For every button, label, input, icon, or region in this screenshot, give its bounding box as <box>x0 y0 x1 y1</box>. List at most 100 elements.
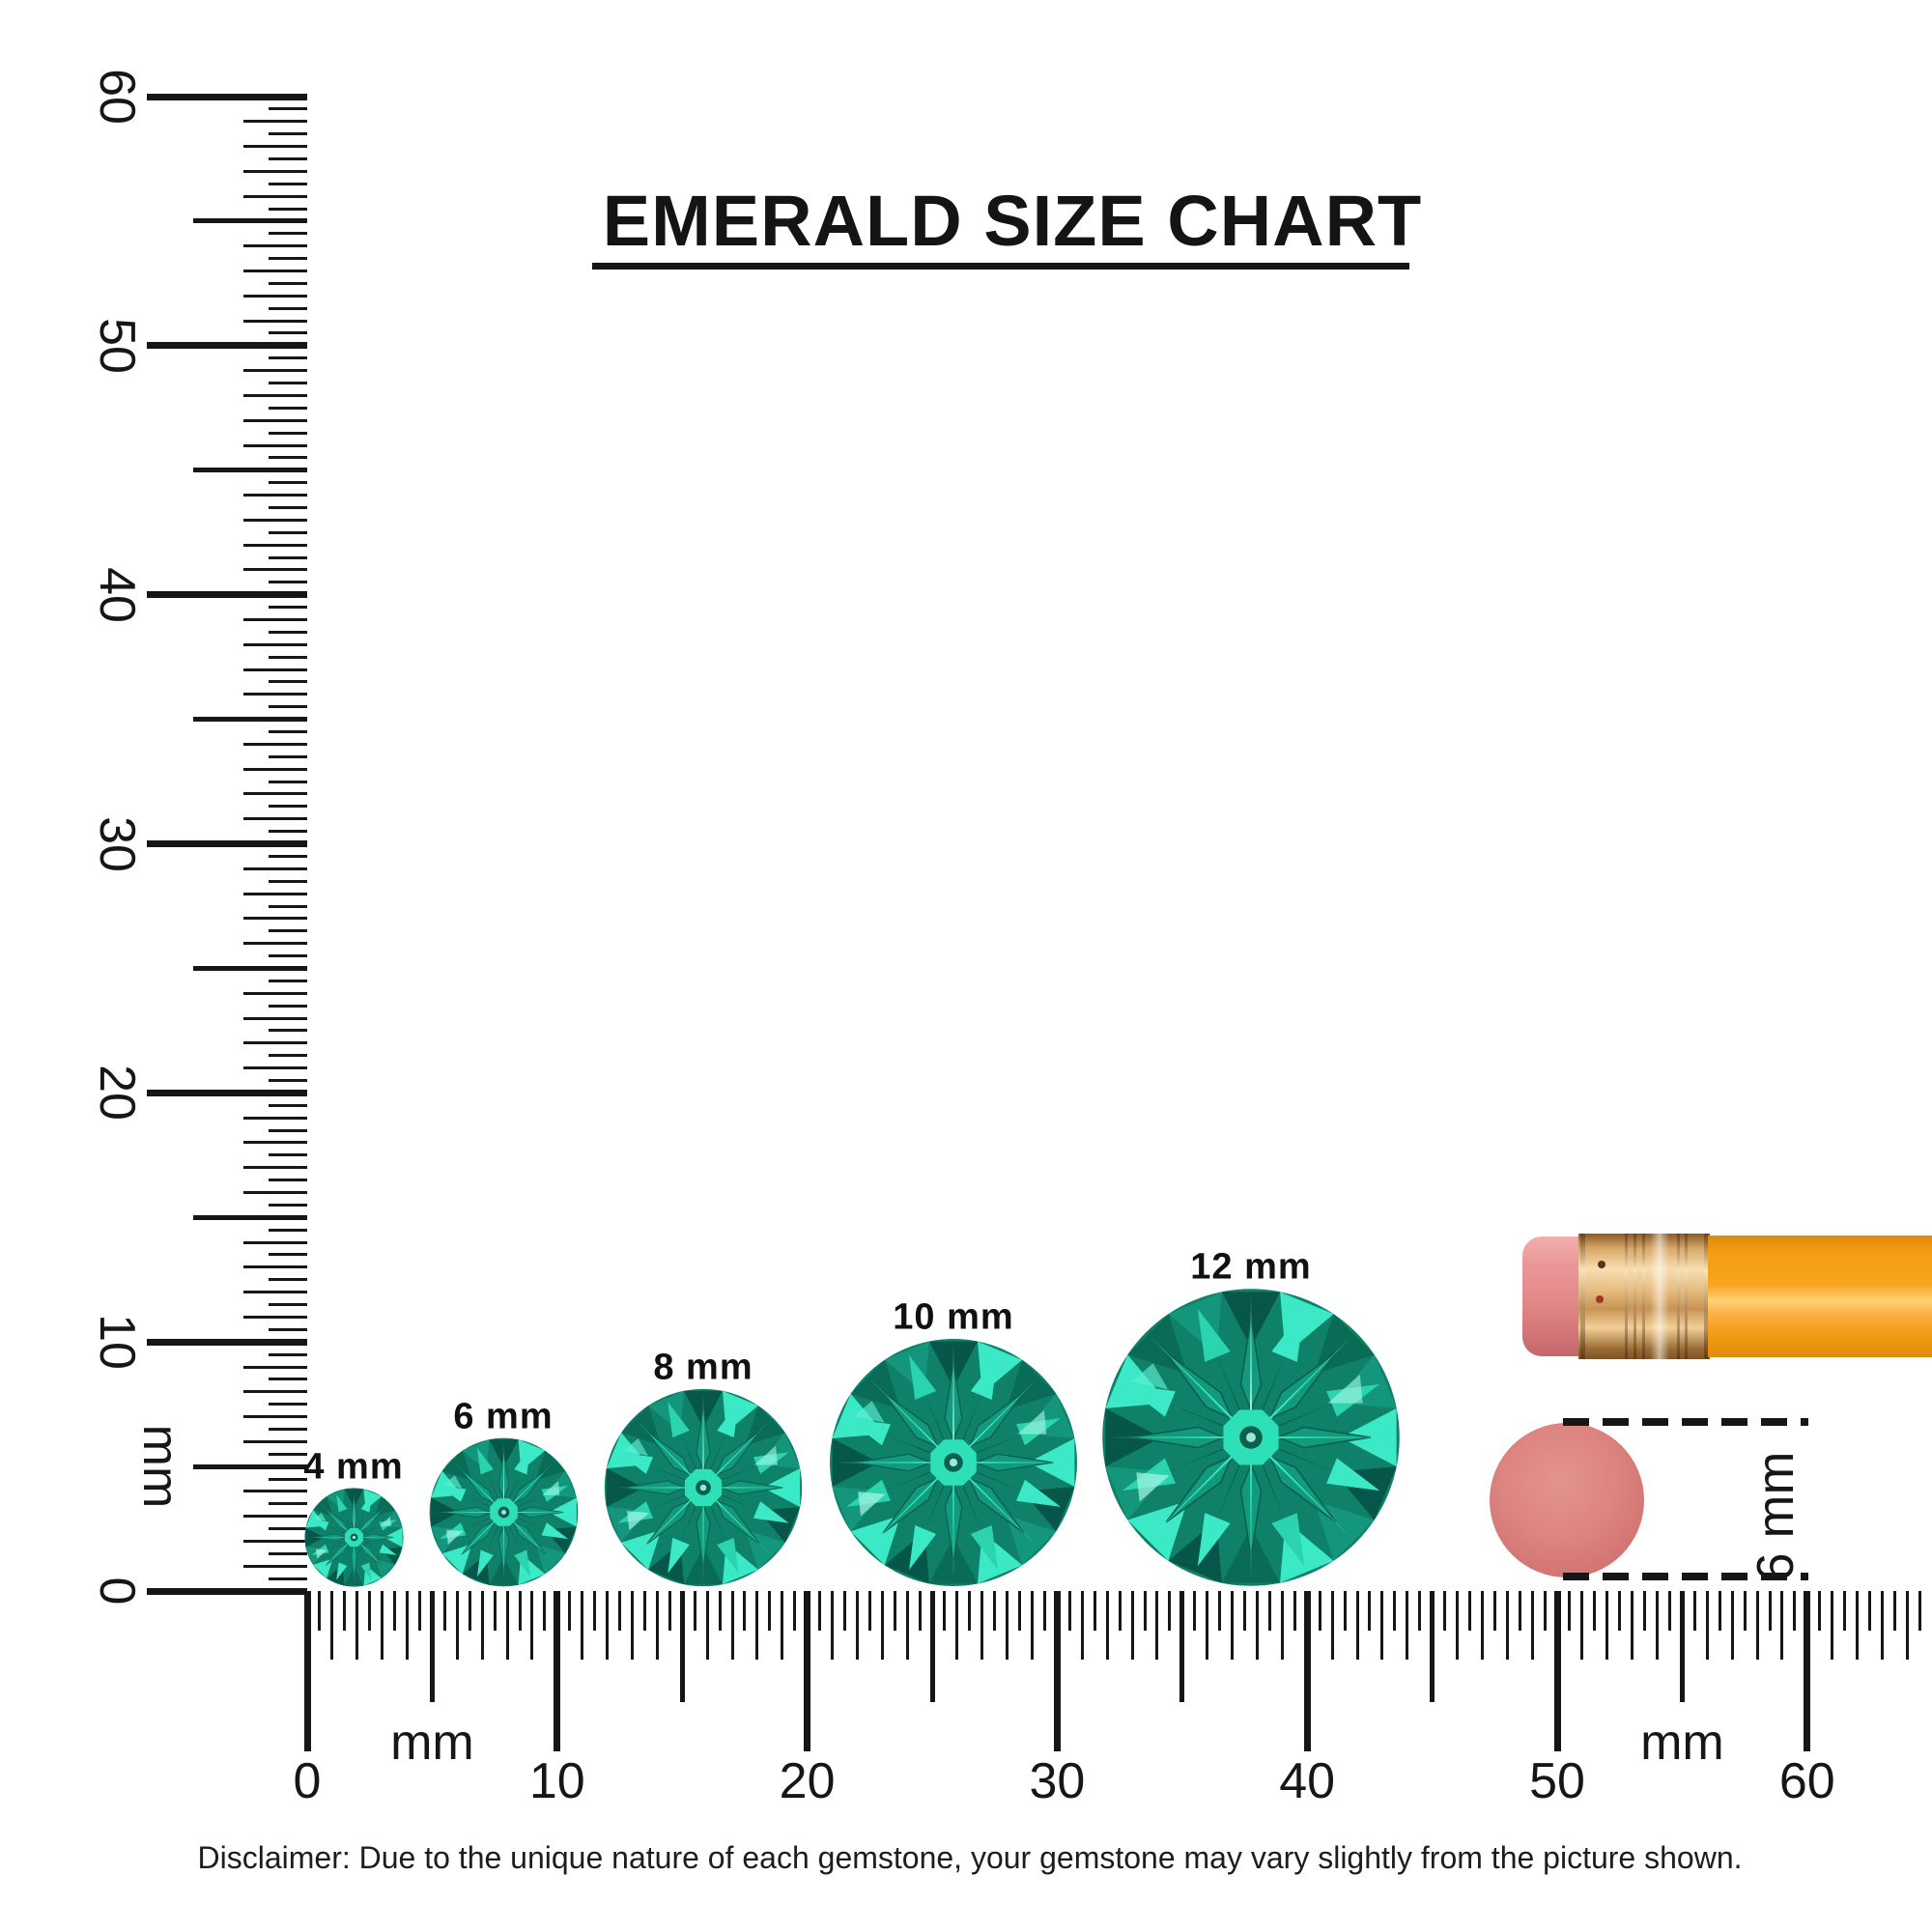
vertical-ruler-tick <box>243 991 307 995</box>
vertical-ruler-number: 60 <box>89 69 145 125</box>
gem-size-label: 10 mm <box>893 1296 1014 1338</box>
vertical-ruler-tick <box>269 382 307 384</box>
horizontal-ruler-tick <box>1668 1591 1671 1631</box>
horizontal-ruler-tick <box>1918 1591 1921 1631</box>
vertical-ruler-tick <box>269 406 307 410</box>
vertical-ruler-tick <box>147 1338 307 1346</box>
vertical-ruler-tick <box>243 792 307 796</box>
horizontal-ruler-tick <box>1618 1591 1622 1631</box>
horizontal-ruler-tick <box>1492 1591 1496 1631</box>
horizontal-ruler-tick <box>1818 1591 1822 1631</box>
horizontal-ruler-tick <box>1718 1591 1721 1631</box>
horizontal-ruler-tick <box>1143 1591 1147 1631</box>
emerald-gem-6mm <box>429 1437 578 1587</box>
vertical-ruler-tick <box>243 393 307 397</box>
ferrule-rivet-dot <box>1596 1295 1604 1303</box>
vertical-ruler-tick <box>243 418 307 422</box>
horizontal-ruler-tick <box>1856 1591 1860 1660</box>
vertical-ruler-tick <box>243 518 307 522</box>
horizontal-ruler-tick <box>1105 1591 1109 1660</box>
vertical-ruler-tick <box>269 1327 307 1331</box>
horizontal-ruler-tick <box>1430 1591 1435 1702</box>
horizontal-ruler-tick <box>1130 1591 1134 1660</box>
vertical-ruler-tick <box>269 1004 307 1008</box>
horizontal-ruler-tick <box>905 1591 909 1660</box>
horizontal-ruler-tick <box>1080 1591 1084 1660</box>
horizontal-ruler-tick <box>406 1591 409 1660</box>
horizontal-ruler-tick <box>1705 1591 1709 1660</box>
vertical-ruler-tick <box>269 630 307 634</box>
horizontal-ruler-tick <box>893 1591 896 1631</box>
pencil-eraser <box>1522 1236 1582 1356</box>
horizontal-ruler-number: 60 <box>1778 1753 1835 1809</box>
vertical-ruler-tick <box>243 867 307 870</box>
vertical-ruler-tick <box>243 693 307 696</box>
horizontal-ruler-tick <box>1831 1591 1834 1660</box>
vertical-ruler-tick <box>269 1352 307 1356</box>
vertical-ruler-tick <box>243 1539 307 1543</box>
horizontal-ruler-tick <box>518 1591 522 1631</box>
vertical-ruler-tick <box>243 1066 307 1070</box>
horizontal-ruler-tick <box>1892 1591 1896 1631</box>
measure-line-top <box>1563 1418 1808 1426</box>
horizontal-ruler-tick <box>1543 1591 1547 1631</box>
pencil-ferrule <box>1578 1234 1710 1359</box>
horizontal-ruler-tick <box>781 1591 784 1660</box>
gem-size-label: 4 mm <box>303 1446 404 1488</box>
vertical-ruler-number: 0 <box>89 1577 145 1605</box>
horizontal-ruler-tick <box>554 1591 561 1751</box>
vertical-ruler-tick <box>269 730 307 733</box>
horizontal-ruler-tick <box>1743 1591 1747 1631</box>
vertical-ruler-tick <box>269 331 307 335</box>
ferrule-crimp <box>1677 1234 1680 1359</box>
horizontal-ruler-tick <box>368 1591 372 1631</box>
horizontal-ruler-tick <box>1018 1591 1022 1631</box>
vertical-ruler-tick <box>269 805 307 809</box>
horizontal-ruler-unit-label: mm <box>1640 1715 1724 1771</box>
vertical-ruler-tick <box>269 606 307 610</box>
vertical-ruler-tick <box>269 107 307 111</box>
measure-line-bottom <box>1563 1573 1808 1580</box>
vertical-ruler-tick <box>269 132 307 136</box>
vertical-ruler-tick <box>243 319 307 323</box>
vertical-ruler-tick <box>243 1291 307 1294</box>
horizontal-ruler-tick <box>1780 1591 1784 1660</box>
vertical-ruler-tick <box>269 456 307 460</box>
horizontal-ruler-tick <box>1243 1591 1246 1631</box>
vertical-ruler-tick <box>243 668 307 671</box>
vertical-ruler-tick <box>269 904 307 908</box>
vertical-ruler-tick <box>269 1278 307 1282</box>
vertical-ruler-tick <box>243 145 307 149</box>
horizontal-ruler-tick <box>867 1591 871 1631</box>
horizontal-ruler-tick <box>943 1591 947 1631</box>
vertical-ruler-tick <box>243 244 307 248</box>
horizontal-ruler-tick <box>303 1591 311 1751</box>
horizontal-ruler-tick <box>1593 1591 1597 1631</box>
horizontal-ruler-tick <box>1868 1591 1871 1631</box>
ferrule-crimp <box>1685 1234 1688 1359</box>
emerald-gem-12mm <box>1102 1289 1400 1586</box>
vertical-ruler-tick <box>269 581 307 584</box>
vertical-ruler-tick <box>269 1103 307 1107</box>
vertical-ruler-tick <box>269 929 307 933</box>
horizontal-ruler-tick <box>1467 1591 1471 1631</box>
vertical-ruler-tick <box>193 965 307 971</box>
vertical-ruler-number: 10 <box>89 1314 145 1371</box>
vertical-ruler-tick <box>243 1166 307 1170</box>
vertical-ruler-tick <box>193 218 307 224</box>
vertical-ruler-tick <box>269 1128 307 1132</box>
horizontal-ruler-tick <box>1179 1591 1185 1702</box>
vertical-ruler-tick <box>269 1253 307 1257</box>
horizontal-ruler-tick <box>980 1591 984 1660</box>
vertical-ruler-tick <box>147 93 307 100</box>
vertical-ruler-tick <box>269 1551 307 1555</box>
vertical-ruler-tick <box>269 1378 307 1381</box>
vertical-ruler-tick <box>269 1427 307 1431</box>
horizontal-ruler-tick <box>1905 1591 1909 1660</box>
horizontal-ruler-tick <box>1206 1591 1209 1660</box>
horizontal-ruler-tick <box>1418 1591 1422 1631</box>
horizontal-ruler-tick <box>581 1591 584 1660</box>
horizontal-ruler-tick <box>718 1591 722 1631</box>
vertical-ruler-tick <box>193 717 307 723</box>
vertical-ruler-tick <box>269 306 307 310</box>
